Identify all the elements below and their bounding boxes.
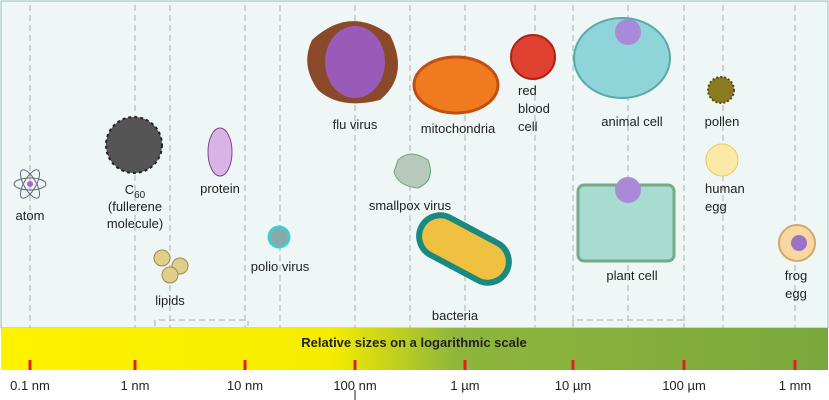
item-label: bacteria [432,308,479,323]
scale-ticks: 0.1 nm 1 nm 10 nm 100 nm 1 µm 10 µm 100 µm 1 mm [10,360,811,393]
item-label: lipids [155,293,185,308]
tick-label: 1 mm [779,378,812,393]
item-label: C60 [125,182,146,201]
item-label: mitochondria [421,121,496,136]
item-label: smallpox virus [369,198,452,213]
item-label: frog [785,268,807,283]
scale-bar [1,328,828,370]
tick-label: 10 nm [227,378,263,393]
item-label: protein [200,181,240,196]
formula-base: C [125,182,134,197]
tick-label: 0.1 nm [10,378,50,393]
tick-label: 10 µm [555,378,591,393]
scale-title: Relative sizes on a logarithmic scale [301,335,526,350]
tick-label: 100 nm [333,378,376,393]
item-label: flu virus [333,117,378,132]
tick-label: 1 µm [450,378,479,393]
tick-label: 1 nm [121,378,150,393]
item-label: polio virus [251,259,310,274]
item-label: plant cell [606,268,657,283]
item-label: human [705,181,745,196]
item-label: red [518,83,537,98]
formula-sub: 60 [134,190,146,201]
item-label: animal cell [601,114,663,129]
item-label: (fullerene [108,199,162,214]
illustrations [13,17,816,286]
item-label: pollen [705,114,740,129]
item-label: egg [705,199,727,214]
item-label: blood [518,101,550,116]
item-label: molecule) [107,216,163,231]
tick-label: 100 µm [662,378,706,393]
item-label: atom [16,208,45,223]
item-label: egg [785,286,807,301]
labels: atom C60 (fullerene molecule) protein li… [16,83,808,323]
item-label: cell [518,119,538,134]
